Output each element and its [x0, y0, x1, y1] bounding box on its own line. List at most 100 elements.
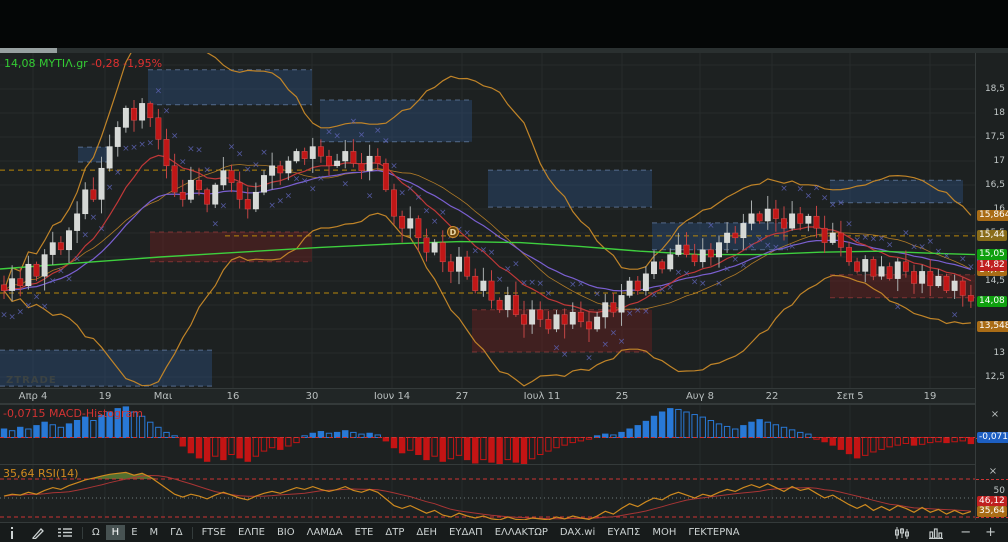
svg-text:×: ×	[382, 136, 390, 146]
symbol-tab-ΕΛΛΑΚΤΩΡ[interactable]: ΕΛΛΑΚΤΩΡ	[494, 527, 548, 538]
svg-text:×: ×	[406, 184, 414, 194]
time-tick: 22	[765, 391, 779, 402]
macd-histogram-panel[interactable]	[0, 404, 975, 464]
price-tick: 13	[993, 348, 1005, 358]
svg-text:×: ×	[390, 162, 398, 172]
svg-text:×: ×	[569, 280, 577, 290]
symbol-tab-ΕΥΑΠΣ[interactable]: ΕΥΑΠΣ	[607, 527, 641, 538]
svg-text:×: ×	[130, 143, 138, 153]
svg-text:×: ×	[423, 206, 431, 216]
symbol-tab-ΕΤΕ[interactable]: ΕΤΕ	[354, 527, 374, 538]
gutter-dashed-level	[976, 479, 1008, 480]
symbol-tab-ΜΟΗ[interactable]: ΜΟΗ	[652, 527, 677, 538]
svg-text:×: ×	[228, 142, 236, 152]
svg-text:×: ×	[398, 188, 406, 198]
timeframe-tab-ΓΔ[interactable]: ΓΔ	[170, 527, 183, 538]
svg-text:×: ×	[146, 138, 154, 148]
zoom-in-button[interactable]: +	[985, 525, 996, 540]
price-chart-panel[interactable]: × × ×××××××××××××× × × ×××××× ××××××× ××× × ×× ×××…	[0, 53, 975, 388]
chart-horizontal-scrollbar[interactable]	[0, 48, 1008, 53]
symbol-tab-ΛΑΜΔΑ[interactable]: ΛΑΜΔΑ	[306, 527, 343, 538]
svg-text:×: ×	[138, 140, 146, 150]
svg-text:×: ×	[821, 194, 829, 204]
svg-text:×: ×	[861, 233, 869, 243]
symbol-tab-ΔΤΡ[interactable]: ΔΤΡ	[385, 527, 405, 538]
toolbar-separator	[191, 526, 193, 539]
svg-text:×: ×	[764, 241, 772, 251]
symbol-header: 14,08 ΜΥΤΙΛ.gr -0,28 -1,95%	[4, 57, 162, 70]
zoom-out-button[interactable]: −	[960, 525, 972, 540]
svg-text:×: ×	[260, 148, 268, 158]
svg-text:×: ×	[585, 353, 593, 363]
time-tick: 27	[455, 391, 469, 402]
svg-text:×: ×	[309, 184, 317, 194]
svg-text:×: ×	[187, 145, 195, 155]
svg-text:×: ×	[870, 234, 878, 244]
svg-text:×: ×	[772, 243, 780, 253]
symbol-tab-ΕΛΠΕ[interactable]: ΕΛΠΕ	[237, 527, 265, 538]
price-tick: 18,5	[984, 84, 1005, 94]
symbol-tab-DAX.wi[interactable]: DAX.wi	[559, 527, 596, 538]
svg-text:×: ×	[333, 132, 341, 142]
svg-text:×: ×	[723, 264, 731, 274]
watchlist-icon[interactable]	[51, 525, 79, 540]
svg-text:×: ×	[740, 261, 748, 271]
svg-text:×: ×	[106, 183, 114, 193]
rsi-badge: 46,12	[977, 496, 1007, 507]
symbol-tab-ΔΕΗ[interactable]: ΔΕΗ	[416, 527, 438, 538]
svg-text:×: ×	[374, 126, 382, 136]
svg-text:×: ×	[268, 201, 276, 211]
symbol-tab-FTSE[interactable]: FTSE	[201, 527, 226, 538]
svg-text:×: ×	[0, 310, 8, 320]
price-change: -0,28	[91, 57, 120, 70]
time-tick: Απρ 4	[18, 391, 48, 402]
svg-text:×: ×	[626, 309, 634, 319]
svg-text:×: ×	[366, 192, 374, 202]
svg-text:×: ×	[813, 184, 821, 194]
svg-text:×: ×	[528, 278, 536, 288]
svg-text:×: ×	[455, 225, 463, 235]
price-tick: 17	[993, 156, 1005, 166]
symbol-tab-ΕΥΔΑΠ[interactable]: ΕΥΔΑΠ	[449, 527, 483, 538]
time-axis: Απρ 4 19 Μαι 16 30 Ιουν 14 27 Ιουλ 11 25 Αυγ 8 22 Σ…	[0, 388, 975, 404]
draw-pencil-icon[interactable]	[24, 525, 51, 541]
timeframe-tab-Η[interactable]: Η	[105, 525, 126, 540]
info-icon[interactable]	[0, 525, 24, 541]
symbol-tab-ΒΙΟ[interactable]: ΒΙΟ	[276, 527, 295, 538]
svg-text:×: ×	[25, 301, 33, 311]
svg-text:×: ×	[163, 106, 171, 116]
price-tick: 16,5	[984, 180, 1005, 190]
svg-text:×: ×	[650, 290, 658, 300]
price-badge-band-lower: 13,548	[977, 321, 1008, 333]
time-tick: 30	[305, 391, 319, 402]
volume-bars-icon[interactable]	[922, 525, 950, 541]
svg-text:×: ×	[325, 128, 333, 138]
svg-text:×: ×	[114, 168, 122, 178]
rsi-close-icon[interactable]: ×	[988, 466, 998, 477]
chart-scrollbar-thumb[interactable]	[0, 48, 57, 53]
svg-text:×: ×	[943, 251, 951, 261]
price-badge-ma-green: 15,05	[977, 249, 1007, 261]
timeframe-tab-Μ[interactable]: Μ	[149, 527, 159, 538]
svg-text:×: ×	[731, 255, 739, 265]
svg-text:×: ×	[439, 208, 447, 218]
time-tick: Σεπ 5	[836, 391, 864, 402]
svg-text:×: ×	[699, 279, 707, 289]
time-tick: Μαι	[153, 391, 173, 402]
svg-text:×: ×	[886, 240, 894, 250]
svg-text:×: ×	[748, 242, 756, 252]
symbol-tab-ΓΕΚΤΕΡΝΑ[interactable]: ΓΕΚΤΕΡΝΑ	[688, 527, 740, 538]
chart-style-icon[interactable]	[887, 525, 916, 541]
svg-text:×: ×	[666, 283, 674, 293]
svg-text:×: ×	[610, 328, 618, 338]
svg-text:×: ×	[788, 242, 796, 252]
macd-close-icon[interactable]: ×	[990, 409, 1000, 420]
svg-text:×: ×	[618, 337, 626, 347]
timeframe-tab-Ε[interactable]: Ε	[131, 527, 138, 538]
svg-text:×: ×	[935, 247, 943, 257]
price-tick: 12,5	[984, 372, 1005, 382]
timeframe-tab-Ω[interactable]: Ω	[92, 527, 100, 538]
svg-text:×: ×	[65, 274, 73, 284]
rsi-panel[interactable]	[0, 464, 975, 520]
svg-text:×: ×	[902, 228, 910, 238]
